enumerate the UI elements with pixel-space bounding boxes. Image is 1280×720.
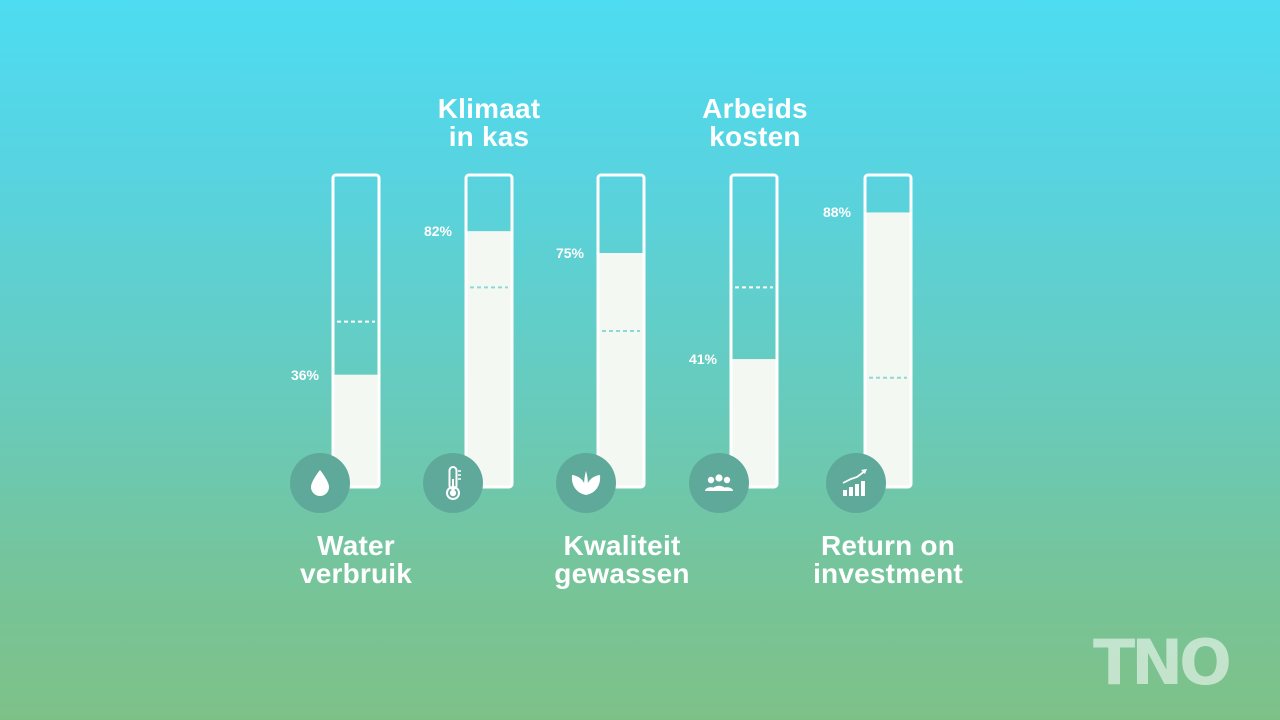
bar-outline-klimaat-in-kas — [464, 173, 514, 489]
growth-chart-icon — [826, 453, 886, 513]
tno-logo: TNO — [1093, 626, 1232, 699]
water-drop-icon — [290, 453, 350, 513]
value-label-water-verbruik: 36% — [290, 366, 319, 383]
people-group-icon — [689, 453, 749, 513]
caption-water-verbruik: Water verbruik — [299, 530, 413, 589]
bar-outline-kwaliteit-gewassen — [596, 173, 646, 489]
caption-return-on-investment: Return on investment — [813, 530, 963, 589]
bar-outline-arbeids-kosten — [729, 173, 779, 489]
value-label-arbeids-kosten: 41% — [688, 351, 717, 368]
bar-fill-kwaliteit-gewassen — [598, 253, 644, 487]
caption-arbeids-kosten: Arbeids kosten — [702, 93, 808, 152]
thermometer-icon — [423, 453, 483, 513]
value-label-klimaat-in-kas: 82% — [423, 223, 452, 240]
bar-fill-klimaat-in-kas — [466, 231, 512, 487]
bar-outline-water-verbruik — [331, 173, 381, 489]
value-label-kwaliteit-gewassen: 75% — [555, 245, 584, 261]
caption-kwaliteit-gewassen: Kwaliteit gewassen — [554, 530, 690, 589]
caption-klimaat-in-kas: Klimaat in kas — [437, 93, 541, 152]
leaves-icon — [556, 453, 616, 513]
bar-outline-return-on-investment — [863, 173, 913, 489]
value-label-return-on-investment: 88% — [822, 204, 851, 221]
bar-fill-return-on-investment — [865, 212, 911, 487]
